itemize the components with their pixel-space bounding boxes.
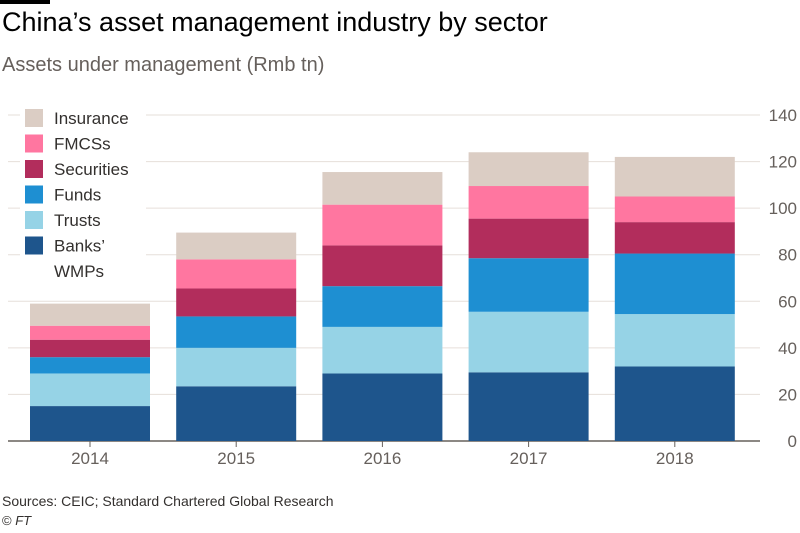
bar-segment-securities-2018 [614, 222, 735, 254]
bar-segment-trusts-2015 [176, 347, 297, 387]
bar-segment-securities-2014 [30, 339, 150, 358]
source-note: Sources: CEIC; Standard Chartered Global… [2, 493, 334, 509]
x-axis-ticks: 2014 2015 2016 2017 2018 [71, 441, 694, 468]
legend-label-line: WMPs [54, 262, 104, 281]
chart-subtitle: Assets under management (Rmb tn) [2, 54, 325, 76]
y-tick-label: 40 [778, 339, 797, 358]
legend-label: Trusts [54, 211, 101, 230]
legend-label: Securities [54, 160, 129, 179]
legend-swatch [25, 185, 43, 204]
legend-swatch [25, 109, 43, 127]
bar-segment-insurance-2014 [30, 303, 150, 326]
y-axis-ticks: 0 20 40 60 80 100 120 140 [769, 106, 797, 451]
copyright: © FT [2, 513, 31, 528]
bar-segment-trusts-2016 [322, 326, 443, 374]
bar-segment-securities-2016 [322, 245, 443, 287]
bar-segment-securities-2015 [176, 288, 297, 317]
x-tick-label: 2018 [656, 449, 694, 468]
y-tick-label: 100 [769, 199, 797, 218]
legend-swatch [25, 236, 43, 255]
bar-segment-trusts-2018 [614, 314, 735, 367]
bar-segment-fmcss-2014 [30, 325, 150, 340]
legend-swatch [25, 211, 43, 229]
ft-brand: FT [15, 513, 32, 528]
bar-segment-banks-wmps-2015 [176, 386, 297, 441]
bar-segment-fmcss-2016 [322, 204, 443, 246]
y-tick-label: 140 [769, 106, 797, 125]
bar-segment-insurance-2017 [468, 152, 589, 187]
legend-label-line: Banks’ [54, 237, 105, 256]
bar-segment-funds-2018 [614, 253, 735, 315]
bar-segment-trusts-2017 [468, 311, 589, 373]
y-tick-label: 0 [788, 432, 797, 451]
x-tick-label: 2014 [71, 449, 109, 468]
legend: Insurance FMCSs Securities Funds Trusts Banks… [20, 103, 146, 288]
y-tick-label: 80 [778, 246, 797, 265]
y-tick-label: 20 [778, 385, 797, 404]
bar-segment-fmcss-2018 [614, 196, 735, 223]
bars [30, 152, 735, 441]
bar-segment-funds-2014 [30, 357, 150, 374]
x-tick-label: 2015 [217, 449, 255, 468]
bar-segment-trusts-2014 [30, 373, 150, 407]
bar-segment-funds-2017 [468, 258, 589, 312]
x-tick-label: 2016 [363, 449, 401, 468]
legend-label: Funds [54, 186, 101, 205]
copyright-symbol: © [2, 513, 12, 528]
bar-segment-funds-2016 [322, 286, 443, 327]
legend-swatch [25, 160, 43, 178]
legend-label: Insurance [54, 109, 129, 128]
bar-segment-insurance-2018 [614, 156, 735, 197]
bar-segment-securities-2017 [468, 218, 589, 259]
bar-segment-fmcss-2015 [176, 259, 297, 289]
bar-segment-insurance-2015 [176, 232, 297, 260]
legend-label: Banks’ WMPs [54, 237, 105, 282]
bar-segment-banks-wmps-2017 [468, 372, 589, 441]
legend-label: FMCSs [54, 135, 111, 154]
bar-segment-banks-wmps-2016 [322, 373, 443, 441]
x-tick-label: 2017 [510, 449, 548, 468]
bar-segment-fmcss-2017 [468, 186, 589, 219]
top-rule [0, 0, 50, 4]
legend-swatch [25, 134, 43, 153]
y-tick-label: 60 [778, 292, 797, 311]
bar-segment-banks-wmps-2014 [30, 406, 150, 441]
bar-segment-funds-2015 [176, 316, 297, 348]
bar-segment-insurance-2016 [322, 172, 443, 205]
y-tick-label: 120 [769, 153, 797, 172]
bar-segment-banks-wmps-2018 [614, 366, 735, 441]
chart-title: China’s asset management industry by sec… [2, 7, 548, 37]
